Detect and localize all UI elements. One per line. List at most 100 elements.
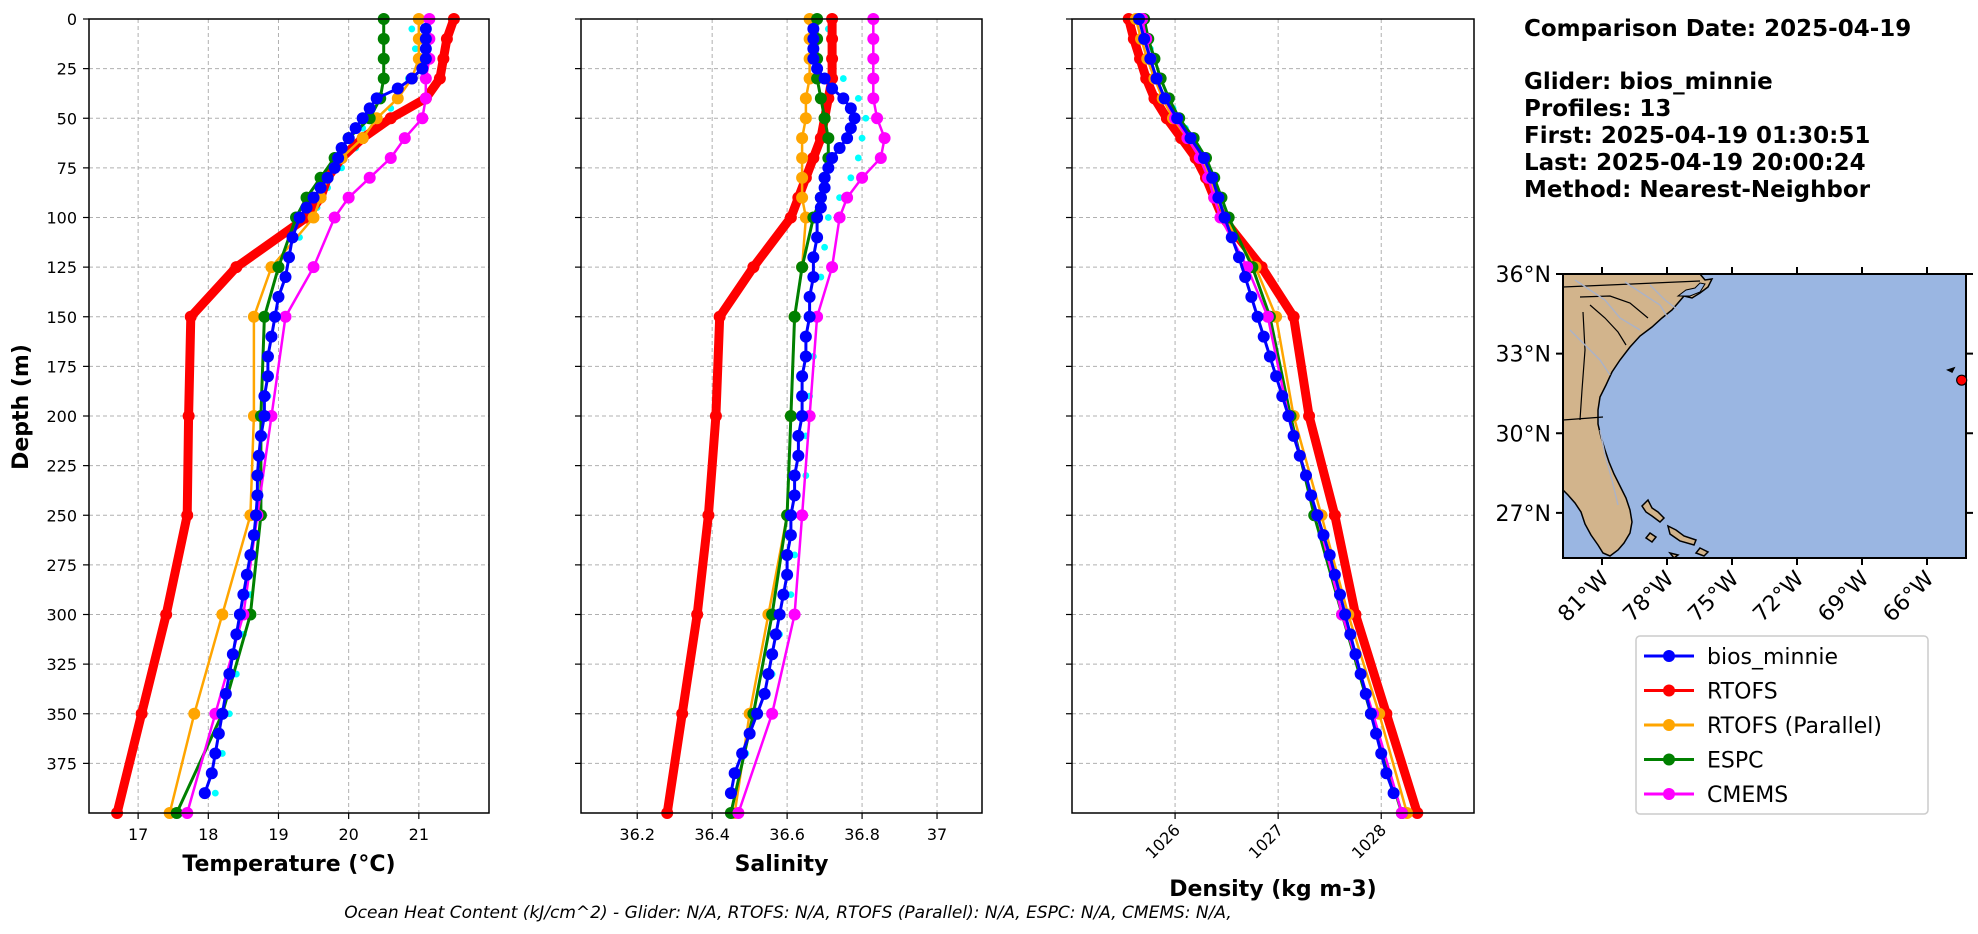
series-point bbox=[814, 201, 827, 214]
series-point bbox=[807, 251, 820, 264]
series-point bbox=[1150, 72, 1163, 85]
raw-point bbox=[854, 95, 862, 102]
series-point bbox=[796, 370, 809, 383]
series-point bbox=[1299, 469, 1312, 482]
series-point bbox=[1263, 350, 1276, 363]
series-point bbox=[1287, 310, 1300, 323]
series-point bbox=[841, 191, 854, 204]
series-point bbox=[252, 449, 265, 462]
y-axis-label: Depth (m) bbox=[9, 344, 34, 470]
first-time: First: 2025-04-19 01:30:51 bbox=[1524, 123, 1870, 149]
series-point bbox=[691, 608, 704, 621]
lon-tick-label: 81°W bbox=[1554, 566, 1615, 627]
series-point bbox=[736, 747, 749, 760]
series-point bbox=[807, 22, 820, 35]
raw-point bbox=[791, 551, 799, 559]
series-point bbox=[867, 72, 880, 85]
series-point bbox=[826, 151, 839, 164]
series-point bbox=[788, 489, 801, 502]
series-point bbox=[237, 588, 250, 601]
series-point bbox=[250, 509, 263, 522]
series-point bbox=[247, 529, 260, 542]
series-point bbox=[833, 142, 846, 155]
panel-frame bbox=[580, 18, 983, 814]
series-point bbox=[784, 529, 797, 542]
glider-raw-points bbox=[211, 25, 419, 797]
lon-tick-label: 66°W bbox=[1879, 566, 1940, 627]
series-point bbox=[293, 211, 306, 224]
series-point bbox=[198, 787, 211, 800]
series-point bbox=[209, 747, 222, 760]
y-tick-label: 275 bbox=[46, 556, 77, 575]
series-point bbox=[258, 410, 271, 422]
legend: bios_minnie RTOFS RTOFS (Parallel) ESPC CMEM… bbox=[1635, 635, 1929, 815]
series-point bbox=[363, 102, 376, 115]
series-point bbox=[391, 82, 404, 95]
series-point bbox=[1311, 509, 1324, 522]
series-point bbox=[762, 668, 775, 681]
y-tick-label: 225 bbox=[46, 457, 77, 476]
series-point bbox=[796, 191, 809, 204]
state-border-sc-ga bbox=[1589, 304, 1627, 346]
map-borders bbox=[1562, 280, 1701, 421]
y-tick-label: 125 bbox=[46, 258, 77, 277]
series-point bbox=[867, 52, 880, 65]
legend-marker bbox=[1663, 753, 1675, 766]
raw-point bbox=[839, 75, 847, 82]
series-point bbox=[261, 370, 274, 383]
series-point bbox=[807, 42, 820, 55]
series-point bbox=[728, 767, 741, 780]
series-point bbox=[766, 648, 779, 661]
series-point bbox=[188, 707, 201, 720]
series-point bbox=[307, 261, 320, 274]
profile-count: Profiles: 13 bbox=[1524, 96, 1671, 122]
series-point bbox=[1344, 628, 1357, 641]
x-tick-label: 19 bbox=[268, 825, 288, 844]
series-point bbox=[219, 687, 232, 700]
series-point bbox=[1387, 787, 1400, 800]
series-point bbox=[261, 350, 274, 363]
series-point bbox=[1245, 290, 1258, 303]
series-point bbox=[391, 92, 404, 105]
series-point bbox=[1239, 271, 1252, 284]
legend-item: RTOFS (Parallel) bbox=[1644, 714, 1882, 739]
ocean-heat-content-footer: Ocean Heat Content (kJ/cm^2) - Glider: N… bbox=[344, 903, 1231, 923]
series-point bbox=[724, 787, 737, 800]
series-point bbox=[1328, 568, 1341, 581]
series-point bbox=[349, 122, 362, 135]
series-point bbox=[405, 72, 418, 85]
series-point bbox=[676, 707, 689, 720]
legend-item: CMEMS bbox=[1644, 783, 1788, 808]
series-point bbox=[818, 171, 831, 184]
legend-marker bbox=[1663, 788, 1675, 800]
series-point bbox=[796, 509, 809, 522]
series-point bbox=[377, 52, 390, 65]
series-point bbox=[240, 568, 253, 581]
series-point bbox=[814, 92, 827, 105]
series-point bbox=[216, 707, 229, 720]
series-point bbox=[1270, 370, 1283, 383]
map-frame bbox=[1562, 273, 1967, 559]
raw-point bbox=[817, 273, 825, 281]
series-point bbox=[205, 767, 218, 780]
series-point bbox=[419, 92, 432, 105]
series-point bbox=[223, 668, 236, 681]
series-point bbox=[328, 211, 341, 224]
series-point bbox=[1212, 191, 1225, 204]
y-tick-label: 350 bbox=[46, 705, 77, 724]
state-border-ga-fl bbox=[1562, 416, 1604, 421]
river bbox=[1599, 429, 1619, 506]
y-tick-label: 75 bbox=[57, 159, 77, 178]
x-tick-label: 17 bbox=[128, 825, 148, 844]
series-point bbox=[1218, 211, 1231, 224]
series-point bbox=[1287, 429, 1300, 442]
raw-point bbox=[411, 45, 419, 53]
series-point bbox=[328, 161, 341, 174]
series-point bbox=[1339, 608, 1352, 621]
x-tick-label: 36.4 bbox=[694, 825, 730, 844]
series-line bbox=[1137, 18, 1396, 794]
series-point bbox=[807, 271, 820, 284]
last-time: Last: 2025-04-19 20:00:24 bbox=[1524, 150, 1866, 176]
series-point bbox=[356, 112, 369, 125]
y-tick-label: 0 bbox=[67, 10, 77, 29]
